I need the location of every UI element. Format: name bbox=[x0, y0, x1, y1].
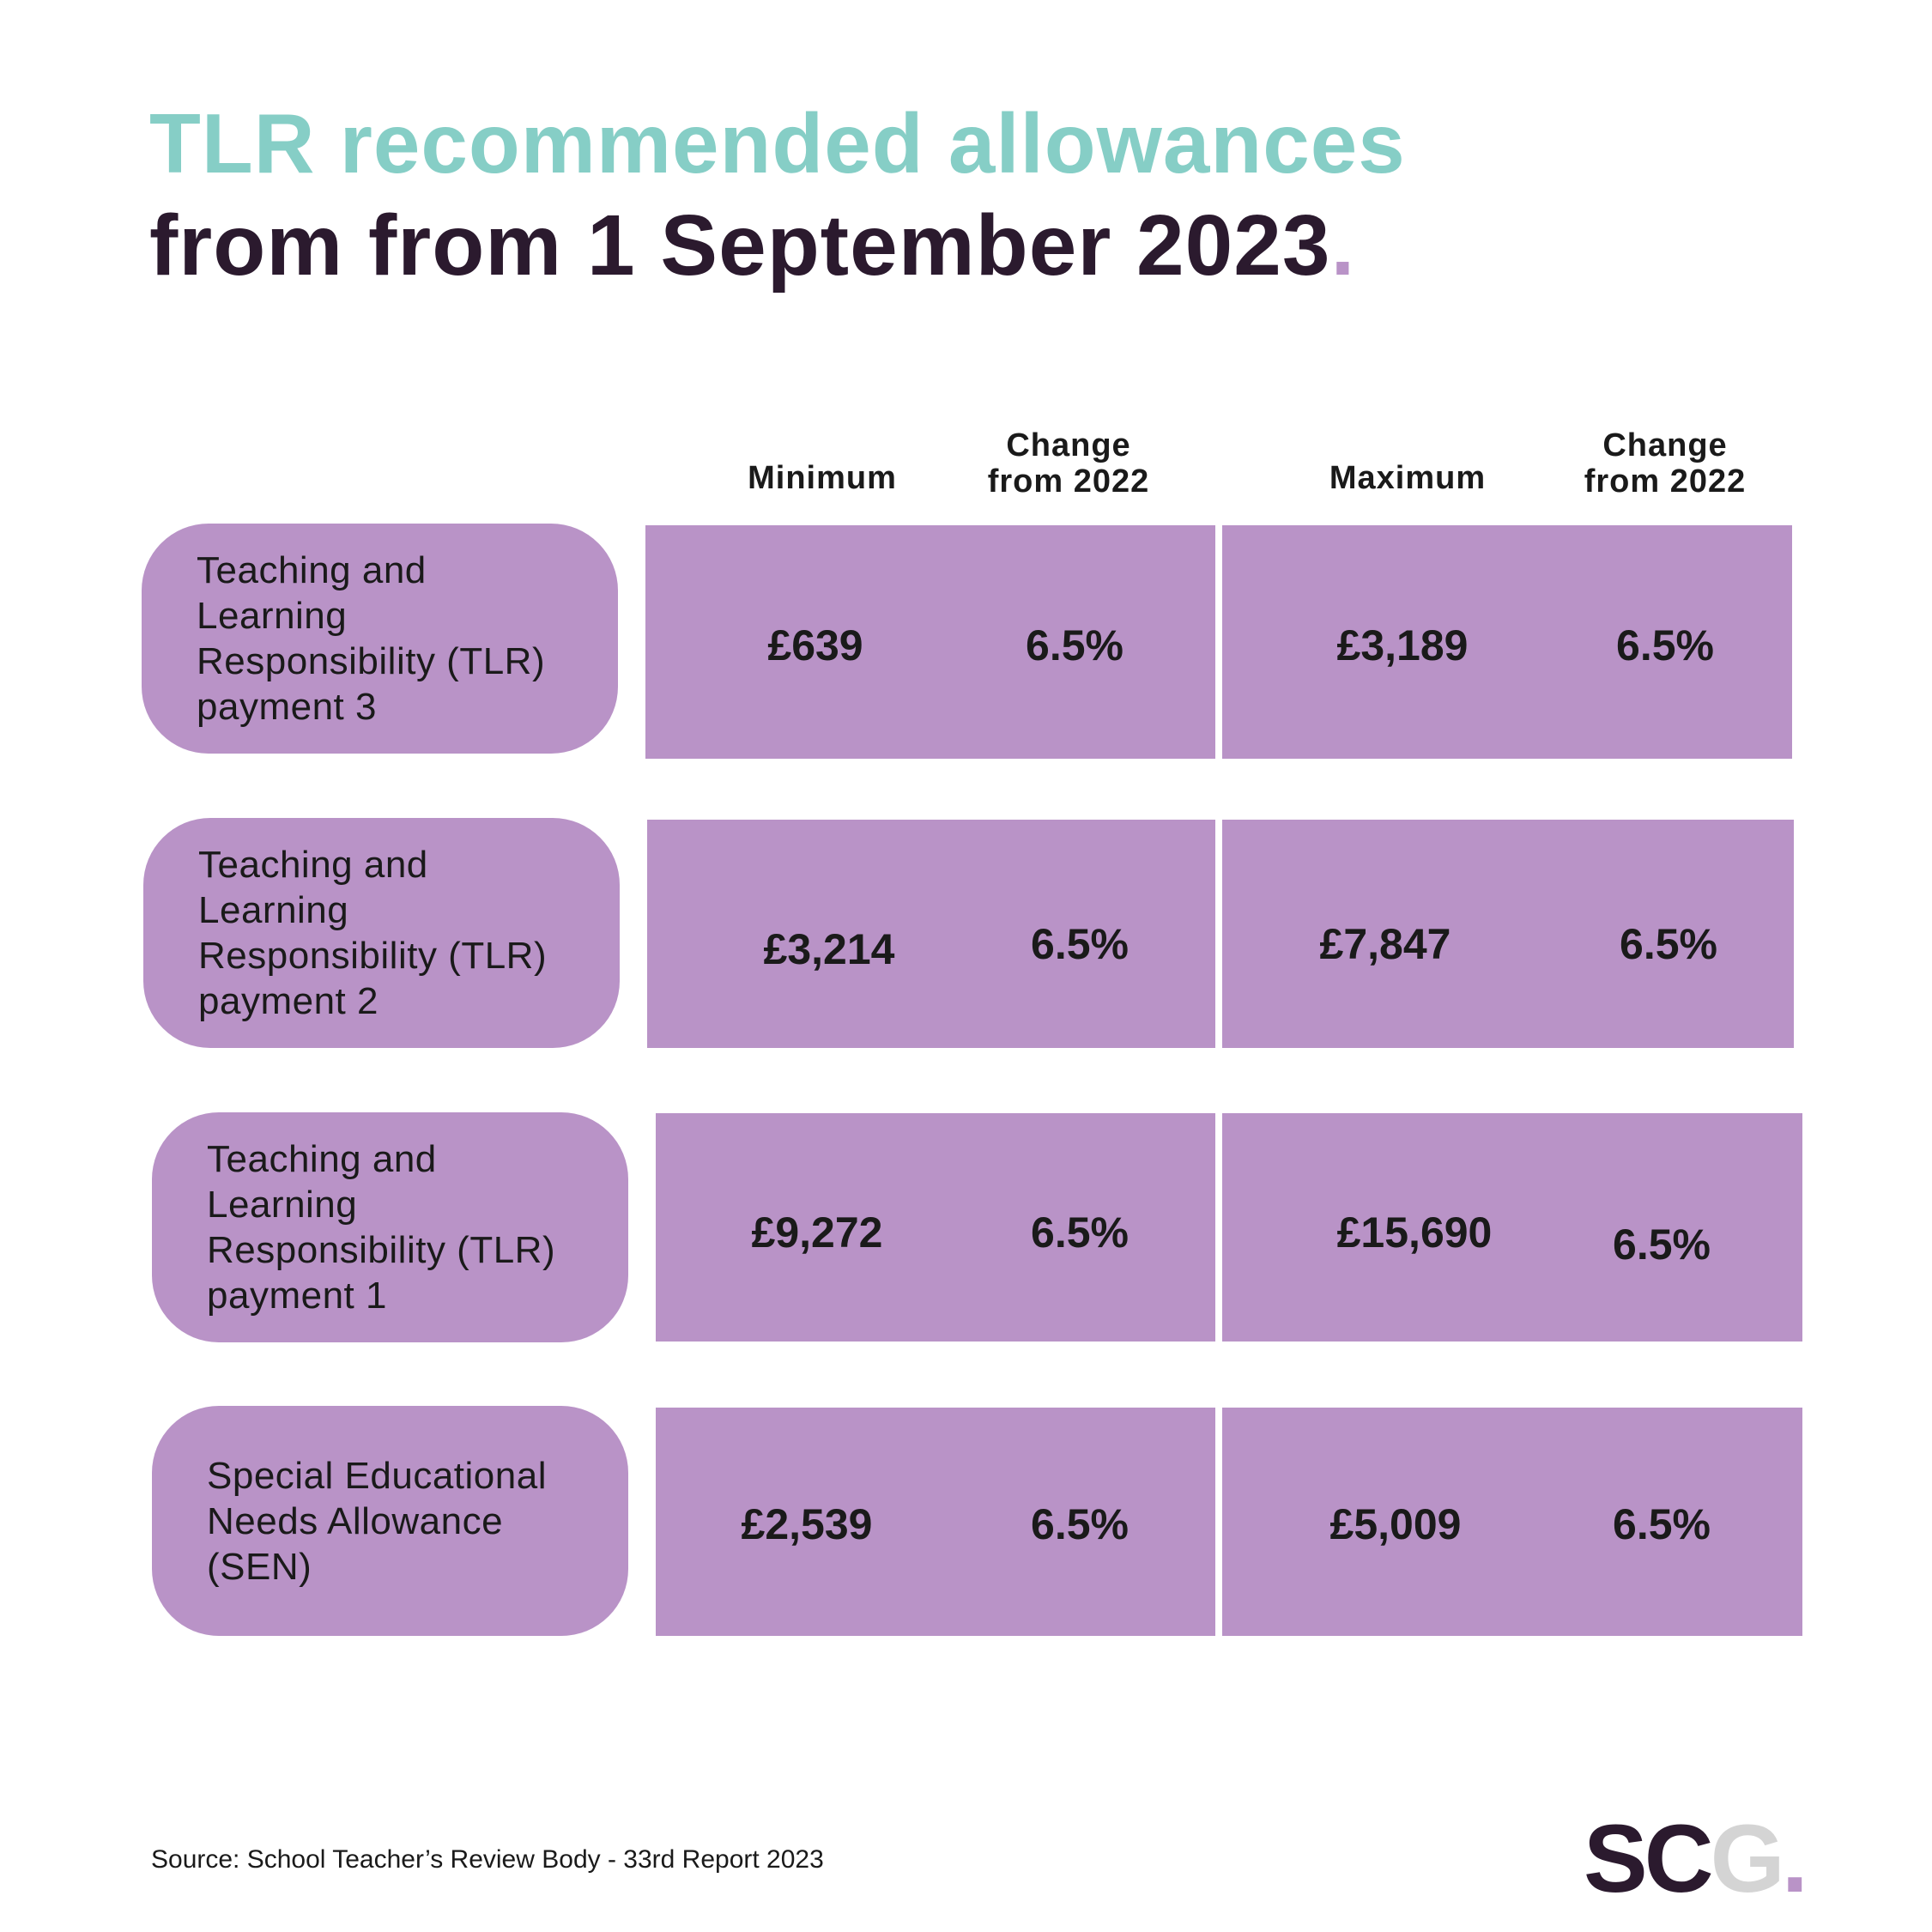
col-head-change-max: Change from 2022 bbox=[1562, 427, 1768, 500]
col-head-maximum: Maximum bbox=[1329, 460, 1487, 496]
row-label-tlr-2-text: Teaching and Learning Responsibility (TL… bbox=[198, 844, 548, 1022]
logo-part-dot: . bbox=[1781, 1805, 1808, 1912]
row-4-maximum: £5,009 bbox=[1329, 1500, 1462, 1548]
col-head-change-min: Change from 2022 bbox=[966, 427, 1172, 500]
row-2-change-min: 6.5% bbox=[1031, 920, 1129, 968]
row-2-maximum: £7,847 bbox=[1319, 920, 1451, 968]
col-head-change-max-line-1: Change bbox=[1602, 427, 1728, 463]
row-1-min-panel bbox=[645, 525, 1215, 759]
scg-logo: SCG. bbox=[1584, 1811, 1808, 1907]
row-4-change-min: 6.5% bbox=[1031, 1500, 1129, 1548]
row-3-max-panel bbox=[1222, 1113, 1802, 1341]
row-label-sen-text: Special Educational Needs Allowance (SEN… bbox=[207, 1454, 547, 1588]
row-4-min-panel bbox=[656, 1408, 1215, 1636]
row-label-tlr-3-text: Teaching and Learning Responsibility (TL… bbox=[197, 549, 546, 728]
col-head-change-min-line-1: Change bbox=[1006, 427, 1131, 463]
title-dot: . bbox=[1330, 197, 1356, 294]
row-3-change-min: 6.5% bbox=[1031, 1208, 1129, 1257]
row-label-tlr-3: Teaching and Learning Responsibility (TL… bbox=[142, 524, 618, 754]
logo-part-sc: SC bbox=[1584, 1805, 1714, 1912]
row-3-change-max: 6.5% bbox=[1613, 1220, 1711, 1269]
title-line-2: from from 1 September 2023. bbox=[149, 203, 1355, 288]
row-4-change-max: 6.5% bbox=[1613, 1500, 1711, 1548]
row-1-max-panel bbox=[1222, 525, 1792, 759]
row-1-minimum: £639 bbox=[767, 621, 863, 669]
row-2-change-max: 6.5% bbox=[1620, 920, 1717, 968]
source-note: Source: School Teacher’s Review Body - 3… bbox=[151, 1845, 824, 1874]
col-head-change-max-line-2: from 2022 bbox=[1584, 463, 1747, 500]
row-1-change-max: 6.5% bbox=[1616, 621, 1714, 669]
col-head-change-min-line-2: from 2022 bbox=[987, 463, 1150, 500]
row-label-sen: Special Educational Needs Allowance (SEN… bbox=[152, 1406, 628, 1636]
row-3-min-panel bbox=[656, 1113, 1215, 1341]
title-line-1: TLR recommended allowances bbox=[149, 96, 1406, 191]
row-3-maximum: £15,690 bbox=[1336, 1208, 1493, 1257]
row-1-maximum: £3,189 bbox=[1336, 621, 1469, 669]
row-label-tlr-2: Teaching and Learning Responsibility (TL… bbox=[143, 818, 620, 1048]
row-2-min-panel bbox=[647, 820, 1215, 1048]
row-label-tlr-1: Teaching and Learning Responsibility (TL… bbox=[152, 1112, 628, 1342]
row-4-minimum: £2,539 bbox=[741, 1500, 873, 1548]
title-line-2-text: from from 1 September 2023 bbox=[149, 197, 1331, 294]
row-4-max-panel bbox=[1222, 1408, 1802, 1636]
col-head-minimum: Minimum bbox=[748, 460, 897, 496]
logo-part-g: G bbox=[1710, 1805, 1785, 1912]
row-label-tlr-1-text: Teaching and Learning Responsibility (TL… bbox=[207, 1138, 556, 1317]
row-2-max-panel bbox=[1222, 820, 1794, 1048]
row-3-minimum: £9,272 bbox=[751, 1208, 883, 1257]
row-2-minimum: £3,214 bbox=[763, 925, 895, 973]
row-1-change-min: 6.5% bbox=[1026, 621, 1123, 669]
